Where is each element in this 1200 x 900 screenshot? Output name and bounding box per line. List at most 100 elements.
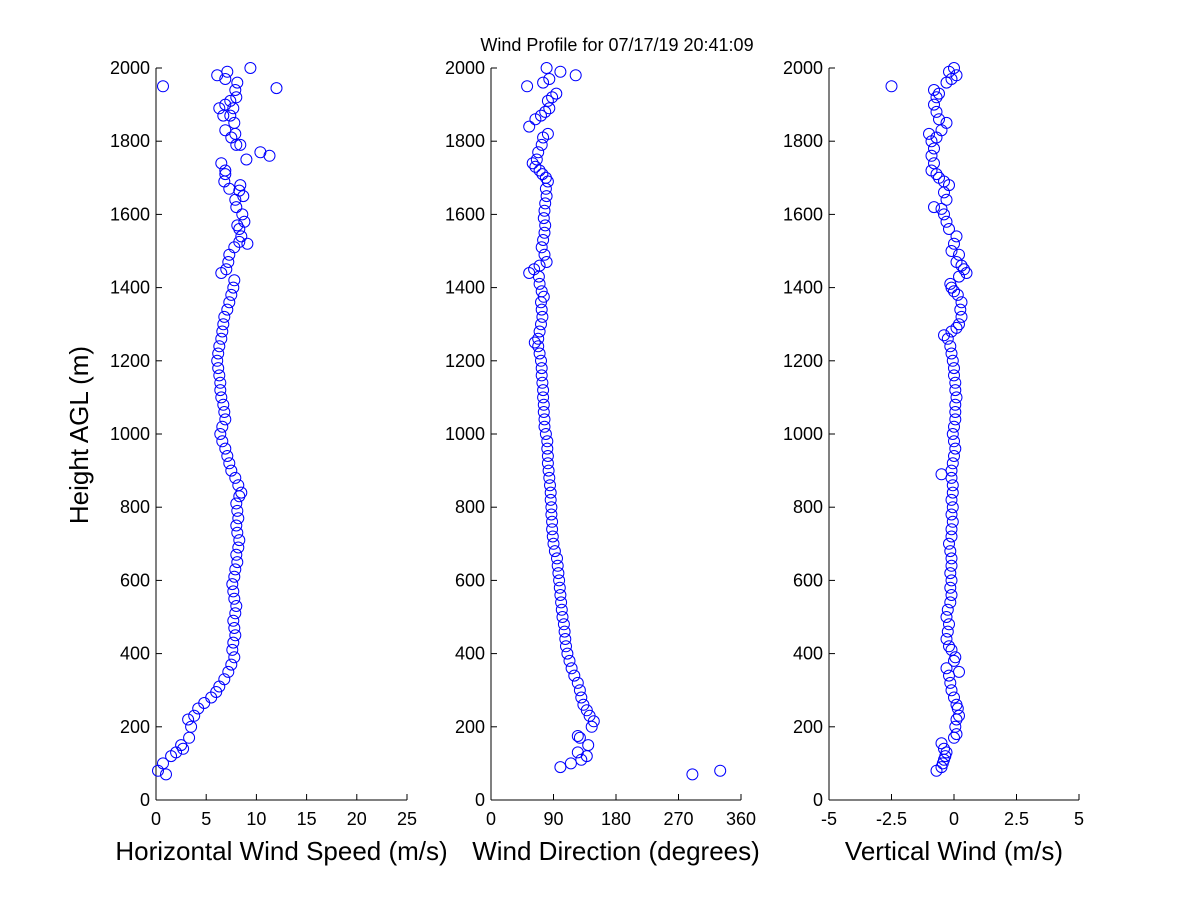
y-tick-label: 0 [813,790,823,810]
data-point [224,94,237,107]
data-point [536,376,549,389]
data-point [945,643,958,656]
y-tick-label: 800 [120,497,150,517]
data-point [231,556,244,569]
data-point [938,208,950,221]
data-point [231,526,244,539]
data-point [537,290,550,303]
data-point [219,442,232,455]
x-tick-label: 360 [726,809,756,829]
data-point [946,457,959,470]
data-point [211,354,224,367]
y-tick-label: 1400 [110,278,150,298]
data-point [535,354,547,367]
y-tick-label: 200 [793,717,823,737]
data-point [537,398,550,411]
data-point [533,325,546,338]
data-point [539,105,552,118]
x-tick-label: 0 [949,809,959,829]
chart-title: Wind Profile for 07/17/19 20:41:09 [480,35,753,55]
data-point [543,73,556,85]
x-tick-label: 15 [297,809,317,829]
data-point [946,354,959,367]
data-point [244,62,257,74]
data-point [210,686,223,698]
data-point [236,208,249,221]
data-point [228,570,241,583]
data-point [233,184,246,197]
data-point [227,636,240,649]
x-tick-label: 25 [397,809,417,829]
data-point [950,321,963,334]
data-point [923,127,935,140]
data-point [219,124,232,137]
data-point [538,204,551,217]
data-point [573,731,586,744]
data-point [940,662,953,675]
data-point [928,142,940,155]
y-tick-label: 1200 [445,351,485,371]
y-tick-label: 0 [475,790,485,810]
data-point [928,201,940,214]
data-point [537,391,550,404]
data-point [948,691,960,704]
data-point [559,633,572,645]
data-point [544,479,556,492]
data-point [944,676,957,689]
data-point [569,69,582,82]
data-point [583,709,596,722]
data-point [568,669,581,682]
data-point [230,600,243,612]
data-point [941,625,954,638]
data-point [539,197,552,210]
data-point [554,589,567,601]
data-point [232,479,245,492]
data-point [535,138,548,151]
data-point [949,406,962,418]
y-tick-label: 600 [120,570,150,590]
data-point [232,541,245,554]
x-tick-label: 270 [663,809,693,829]
data-point [223,457,236,470]
data-point [213,369,226,382]
panel-3: 0 200 400 600 800 1000 1200 1400 1600 1800 2000 -5 -… [783,58,1084,866]
x-tick-label: 5 [1074,809,1084,829]
data-point [573,684,586,697]
data-point [537,76,550,89]
data-point [532,332,545,345]
data-point [577,698,590,711]
data-point [941,332,954,345]
data-point [230,519,243,532]
data-point [235,230,248,243]
data-point [555,596,568,609]
data-point [533,259,546,272]
data-point [541,442,554,455]
data-point [212,362,225,375]
data-point [213,340,226,353]
data-point [537,384,550,397]
data-point [530,153,543,166]
data-point [943,618,955,631]
data-point [234,138,247,151]
data-point [946,428,959,440]
x-tick-label: 0 [151,809,161,829]
data-point [575,691,588,704]
y-tick-label: 0 [140,790,150,810]
data-point [229,563,242,576]
data-point [951,288,964,301]
data-point [925,164,938,177]
data-point [217,398,230,411]
data-point [948,285,960,298]
data-point [935,202,948,215]
data-point [563,654,576,667]
x-tick-label: 5 [201,809,211,829]
data-point [944,545,957,558]
data-point [560,640,572,653]
y-tick-label: 1000 [445,424,485,444]
data-point [233,534,246,547]
data-point [221,65,234,78]
x-axis-label: Horizontal Wind Speed (m/s) [115,836,447,866]
y-tick-label: 1000 [783,424,823,444]
data-point [537,212,550,225]
